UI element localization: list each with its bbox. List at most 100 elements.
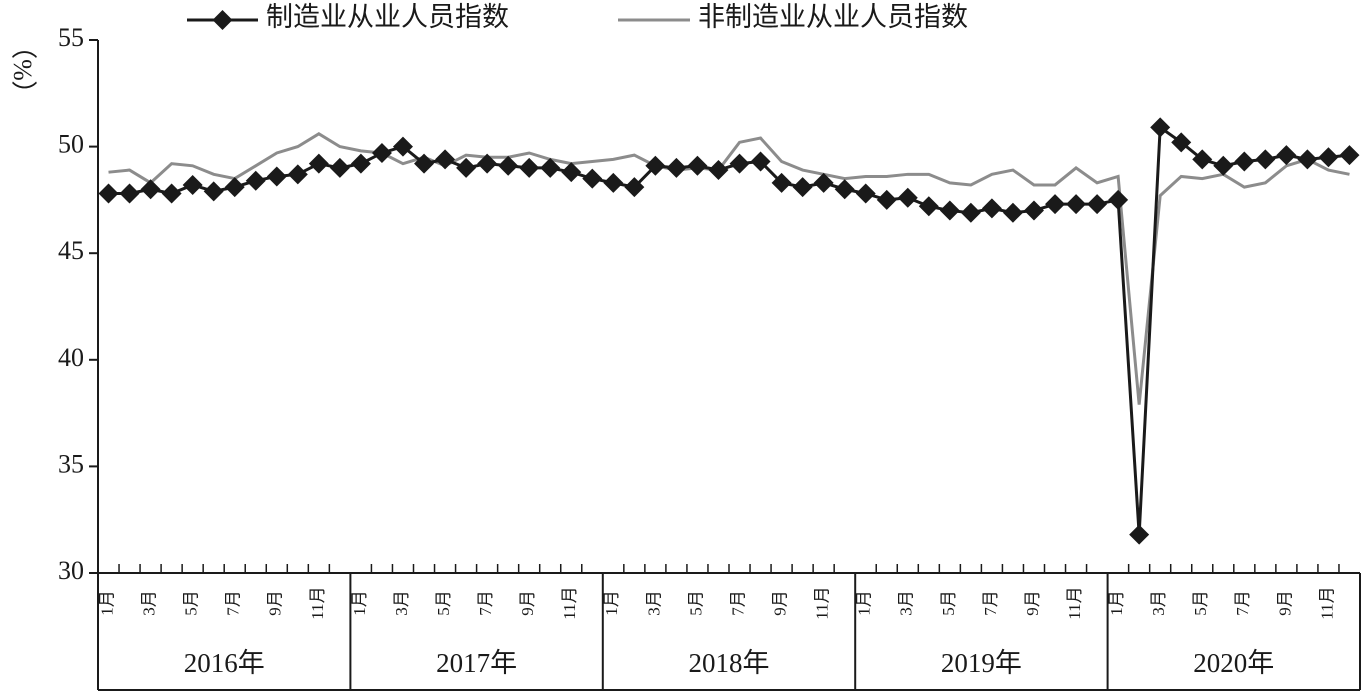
marker [729,153,750,174]
marker [603,172,624,193]
marker [140,179,161,200]
marker [1234,151,1255,172]
marker [582,168,603,189]
marker [1023,200,1044,221]
marker [561,162,582,183]
marker [371,142,392,163]
x-tick-label: 1月 [855,590,874,616]
marker [771,172,792,193]
marker [266,166,287,187]
marker [624,177,645,198]
x-tick-label: 1月 [602,590,621,616]
y-tick-label: 30 [58,556,84,585]
marker [1255,149,1276,170]
marker [456,157,477,178]
marker [435,149,456,170]
x-tick-label: 3月 [392,590,411,616]
marker [918,196,939,217]
x-tick-label: 3月 [1149,590,1168,616]
x-tick-label: 5月 [939,590,958,616]
marker [119,183,140,204]
x-tick-label: 11月 [308,586,327,619]
x-tick-label: 1月 [1107,590,1126,616]
marker [1087,194,1108,215]
marker [1276,145,1297,166]
marker [350,153,371,174]
legend-label: 非制造业从业人员指数 [698,2,968,32]
marker [708,160,729,181]
marker [813,172,834,193]
x-tick-label: 3月 [139,590,158,616]
legend-marker [212,10,233,30]
marker [981,198,1002,219]
x-tick-label: 9月 [1275,590,1294,616]
marker [308,153,329,174]
marker [834,179,855,200]
marker [1002,202,1023,223]
x-tick-label: 9月 [770,590,789,616]
marker [245,170,266,191]
y-axis-label: （%） [8,33,37,107]
year-label: 2017年 [436,648,517,678]
marker [519,157,540,178]
series-line [108,132,1350,405]
x-tick-label: 1月 [350,590,369,616]
marker [855,183,876,204]
marker [960,202,981,223]
marker [1297,149,1318,170]
marker [666,157,687,178]
series-line [108,124,1350,535]
x-tick-label: 5月 [182,590,201,616]
marker [939,200,960,221]
marker [392,136,413,157]
marker [182,174,203,195]
marker [1339,145,1360,166]
marker [1150,117,1171,138]
x-tick-label: 9月 [1023,590,1042,616]
marker [287,164,308,185]
marker [477,153,498,174]
y-tick-label: 40 [58,343,84,372]
marker [792,177,813,198]
marker [224,177,245,198]
y-tick-label: 35 [58,449,84,478]
y-tick-label: 55 [58,23,84,52]
marker [1066,194,1087,215]
year-label: 2018年 [689,648,770,678]
year-label: 2016年 [184,648,265,678]
marker [540,157,561,178]
x-tick-label: 9月 [518,590,537,616]
x-tick-label: 11月 [813,586,832,619]
x-tick-label: 7月 [476,590,495,616]
marker [1192,149,1213,170]
marker [414,153,435,174]
x-tick-label: 7月 [981,590,1000,616]
x-tick-label: 11月 [1065,586,1084,619]
x-tick-label: 3月 [897,590,916,616]
x-tick-label: 5月 [434,590,453,616]
x-tick-label: 5月 [1191,590,1210,616]
marker [1129,524,1150,545]
x-tick-label: 1月 [97,590,116,616]
marker [98,183,119,204]
year-label: 2020年 [1193,648,1274,678]
marker [645,155,666,176]
x-tick-label: 11月 [1317,586,1336,619]
legend-label: 制造业从业人员指数 [266,2,509,32]
marker [750,151,771,172]
x-tick-label: 9月 [266,590,285,616]
marker [1045,194,1066,215]
x-tick-label: 5月 [686,590,705,616]
marker [1318,147,1339,168]
marker [876,189,897,210]
x-tick-label: 7月 [224,590,243,616]
y-tick-label: 45 [58,236,84,265]
marker [687,155,708,176]
x-tick-label: 11月 [560,586,579,619]
marker [1108,189,1129,210]
year-label: 2019年 [941,648,1022,678]
x-tick-label: 7月 [728,590,747,616]
x-tick-label: 7月 [1233,590,1252,616]
marker [161,183,182,204]
